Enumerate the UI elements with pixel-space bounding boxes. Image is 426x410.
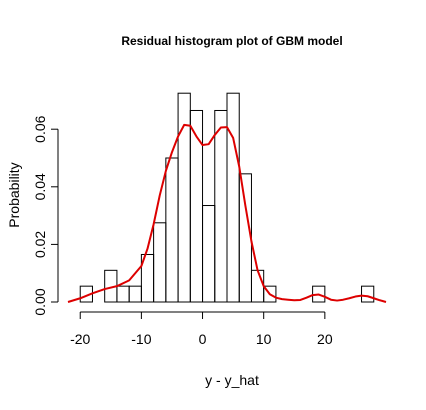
histogram-bar: [263, 285, 277, 303]
density-curve-layer: [67, 123, 387, 303]
y-tick-label: 0.00: [32, 288, 48, 315]
histogram-bar: [250, 269, 265, 303]
histogram-bar: [312, 285, 326, 303]
y-tick-label: 0.06: [32, 115, 48, 142]
y-tick-label: 0.04: [32, 173, 48, 200]
histogram-bar: [116, 285, 130, 303]
histogram-bar: [238, 173, 252, 303]
histogram-bar: [189, 109, 204, 303]
x-axis-label: y - y_hat: [205, 372, 259, 388]
histogram-bar: [128, 285, 142, 303]
histogram-bar: [214, 109, 228, 303]
x-tick-label: 20: [317, 331, 333, 347]
histogram-bars: [79, 92, 375, 303]
x-axis: -20 -10 0 10 20: [70, 311, 333, 347]
y-axis-label: Probability: [6, 162, 22, 227]
histogram-bar: [202, 205, 216, 303]
histogram-bar: [361, 285, 375, 303]
x-tick-label: -20: [70, 331, 90, 347]
x-tick-label: 10: [256, 331, 272, 347]
x-tick-label: -10: [131, 331, 151, 347]
histogram-bar: [226, 92, 240, 303]
histogram-bar: [165, 157, 179, 303]
density-curve: [67, 123, 387, 303]
y-tick-label: 0.02: [32, 231, 48, 258]
x-tick-label: 0: [199, 331, 207, 347]
y-axis: 0.00 0.02 0.04 0.06: [32, 115, 59, 316]
histogram-bar: [153, 222, 167, 303]
chart-title: Residual histogram plot of GBM model: [121, 34, 342, 48]
